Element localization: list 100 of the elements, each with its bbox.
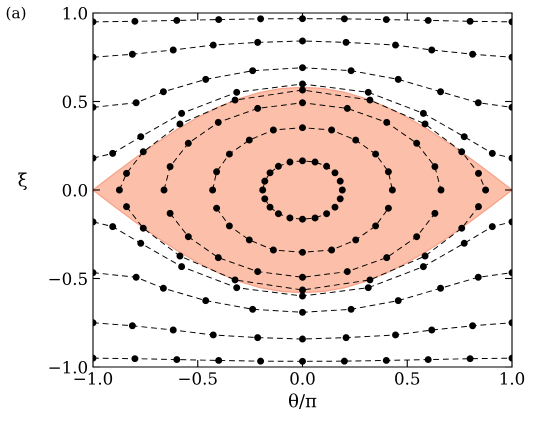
point (431, 163, 438, 170)
point (109, 223, 116, 230)
point (437, 88, 444, 96)
point (336, 195, 344, 202)
point (210, 42, 217, 49)
point (232, 96, 239, 104)
point (178, 263, 186, 270)
point (332, 169, 338, 176)
point (132, 274, 140, 281)
point (437, 284, 444, 292)
point (266, 204, 274, 211)
point (394, 76, 402, 83)
point (460, 240, 468, 247)
point (475, 170, 482, 177)
point (466, 18, 474, 25)
point (338, 186, 346, 194)
point (128, 322, 136, 330)
point (352, 136, 360, 144)
point (299, 336, 306, 343)
point (209, 186, 216, 194)
point (173, 16, 180, 24)
point (160, 88, 167, 96)
point (170, 326, 177, 334)
point (132, 99, 140, 106)
point (176, 120, 184, 128)
point (202, 297, 210, 304)
point (131, 18, 138, 25)
point (460, 133, 468, 140)
point (140, 148, 147, 156)
point (328, 126, 336, 134)
point (420, 263, 427, 270)
point (482, 186, 490, 194)
point (137, 240, 144, 247)
point (392, 42, 399, 49)
point (420, 110, 427, 117)
point (431, 210, 438, 217)
y-tick-label: −0.5 (49, 272, 87, 286)
point (261, 195, 268, 202)
point (166, 163, 174, 170)
point (372, 222, 380, 230)
point (259, 186, 266, 194)
point (458, 148, 466, 156)
point (392, 331, 399, 338)
point (342, 334, 350, 342)
point (116, 186, 123, 194)
x-tick-label: 0.5 (395, 372, 420, 385)
point (382, 356, 390, 364)
point (340, 15, 348, 22)
point (274, 210, 282, 218)
point (299, 86, 306, 94)
point (109, 150, 116, 157)
point (413, 140, 420, 147)
point (336, 178, 344, 185)
point (438, 186, 444, 194)
point (233, 284, 240, 292)
point (184, 140, 192, 147)
point (340, 358, 348, 365)
point (424, 16, 432, 24)
point (342, 38, 350, 46)
text: (a) (6, 6, 26, 21)
point (261, 178, 268, 185)
point (364, 284, 372, 292)
point (348, 306, 355, 313)
x-tick-label: 1.0 (500, 372, 524, 385)
point (384, 168, 392, 176)
y-tick-label: −1.0 (49, 360, 88, 374)
point (323, 162, 330, 170)
y-tick-label: 1.0 (64, 6, 88, 20)
x-tick-label: −0.5 (179, 372, 217, 385)
y-axis-title: ξ (18, 172, 27, 190)
point (210, 331, 217, 338)
point (249, 67, 256, 74)
point (286, 158, 294, 166)
point (214, 254, 222, 262)
point (299, 64, 306, 72)
point (299, 308, 306, 316)
point (215, 16, 222, 24)
point (232, 276, 239, 284)
point (270, 126, 277, 134)
point (299, 80, 306, 88)
point (384, 204, 392, 212)
point (344, 268, 351, 276)
point (488, 150, 496, 157)
point (166, 210, 174, 217)
point (246, 236, 253, 244)
point (344, 104, 351, 112)
point (299, 292, 306, 300)
point (123, 203, 130, 210)
point (213, 168, 220, 176)
x-tick-label: 0.0 (290, 372, 315, 385)
point (428, 46, 436, 54)
point (488, 223, 496, 230)
point (299, 124, 306, 132)
x-tick-label: −1.0 (74, 372, 112, 385)
point (382, 16, 390, 24)
point (299, 15, 306, 22)
point (249, 306, 256, 313)
point (328, 246, 336, 254)
point (323, 210, 330, 218)
point (215, 356, 222, 364)
